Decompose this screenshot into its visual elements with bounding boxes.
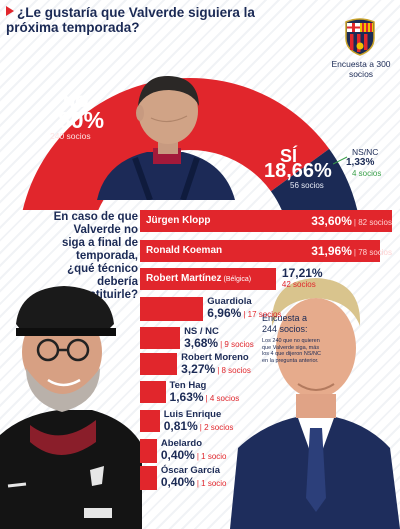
bar-count-3: | 17 socios	[243, 310, 282, 319]
si-count: 56 socios	[290, 181, 324, 190]
bar-value-2: 17,21%	[282, 266, 323, 280]
bar-value-text-5: 3,27%	[181, 362, 216, 376]
poll1-question: ¿Le gustaría que Valverde siguiera la pr…	[6, 5, 306, 35]
bar-name-extra-2: (Bélgica)	[221, 276, 252, 283]
nsnc-count: 4 socios	[352, 169, 382, 178]
bar-value-text-1: 31,96%	[311, 244, 352, 258]
bar-0	[140, 210, 392, 232]
bar-value-1: 31,96% | 78 socios	[311, 244, 392, 258]
bar-3	[140, 297, 204, 321]
no-count: 240 socios	[50, 131, 91, 141]
bar-name-text-8: Abelardo	[160, 438, 203, 449]
bar-5	[140, 353, 178, 375]
bar-value-text-6: 1,63%	[169, 390, 204, 404]
no-label: NO	[63, 92, 89, 111]
bar-count-0: | 82 socios	[353, 218, 392, 227]
bar-name-8: Abelardo	[161, 438, 202, 449]
bar-name-text-3: Guardiola	[207, 296, 252, 307]
bar-value-text-0: 33,60%	[311, 214, 352, 228]
bar-value-4: 3,68% | 9 socios	[184, 336, 254, 350]
bar-name-4: NS / NC	[184, 326, 219, 337]
bar-count-1: | 78 socios	[353, 248, 392, 257]
bar-9	[140, 466, 157, 490]
nsnc-leader-line	[333, 156, 348, 165]
bar-name-text-0: Jürgen Klopp	[146, 215, 211, 226]
bar-value-text-4: 3,68%	[184, 336, 219, 350]
bar-count-4: | 9 socios	[220, 340, 254, 349]
bar-name-text-7: Luis Enrique	[163, 409, 222, 420]
coach-bar-chart: Jürgen Klopp 33,60% | 82 socios Ronald Koem…	[140, 210, 400, 529]
arrow-icon	[6, 6, 14, 16]
bar-value-text-7: 0,81%	[163, 419, 198, 433]
bar-6	[140, 381, 166, 403]
donut-slice-si	[270, 148, 358, 210]
valverde-photo	[97, 75, 235, 200]
poll1-survey-note: Encuesta a 300 socios	[331, 59, 391, 79]
klopp-photo	[0, 286, 142, 529]
bar-name-text-2: Robert Martínez	[146, 273, 222, 284]
bar-name-9: Óscar García	[161, 465, 220, 476]
bar-name-5: Robert Moreno	[181, 352, 249, 363]
bar-name-text-9: Óscar García	[160, 465, 220, 476]
bar-value-7: 0,81% | 2 socios	[164, 419, 234, 433]
poll2-survey-box: Encuesta a 244 socios: Los 240 que no qu…	[262, 313, 322, 364]
poll2-question: En caso de que Valverde no siga a final …	[53, 211, 138, 301]
bar-name-3: Guardiola	[207, 296, 251, 307]
bar-count-6: | 4 socios	[205, 394, 240, 403]
bar-name-text-1: Ronald Koeman	[146, 245, 223, 256]
bar-count-9: | 1 socio	[196, 479, 227, 488]
bar-count-7: | 2 socios	[199, 423, 234, 432]
bar-4	[140, 327, 181, 349]
bar-name-6: Ten Hag	[170, 380, 207, 391]
si-label: SÍ	[280, 146, 298, 166]
bar-name-text-4: NS / NC	[184, 326, 219, 337]
bar-8	[140, 439, 157, 463]
si-percentage: 18,66%	[264, 160, 332, 182]
fc-barcelona-crest-icon	[345, 18, 375, 56]
bar-count-8: | 1 socio	[196, 452, 227, 461]
bar-name-2: Robert Martínez (Bélgica)	[146, 273, 251, 284]
bar-value-3: 6,96% | 17 socios	[207, 306, 281, 320]
bar-value-text-2: 17,21%	[281, 266, 323, 280]
poll1-question-text: ¿Le gustaría que Valverde siguiera la pr…	[6, 5, 255, 35]
bar-2	[140, 268, 276, 290]
bar-value-0: 33,60% | 82 socios	[311, 214, 392, 228]
bar-value-8: 0,40% | 1 socio	[161, 448, 227, 462]
bar-7	[140, 410, 160, 432]
poll2-survey-title: Encuesta a 244 socios:	[262, 313, 308, 334]
bar-value-text-3: 6,96%	[207, 306, 242, 320]
bar-value-text-9: 0,40%	[160, 475, 195, 489]
bar-name-1: Ronald Koeman	[146, 245, 222, 256]
bar-value-5: 3,27% | 8 socios	[181, 362, 251, 376]
bar-count-2: 42 socios	[281, 280, 316, 289]
bar-value-9: 0,40% | 1 socio	[161, 475, 227, 489]
bar-name-text-6: Ten Hag	[169, 380, 207, 391]
nsnc-label: NS/NC	[352, 147, 379, 157]
bar-name-7: Luis Enrique	[164, 409, 222, 420]
bar-count-5: | 8 socios	[217, 366, 251, 375]
bar-1	[140, 240, 381, 262]
bar-value-text-8: 0,40%	[160, 448, 195, 462]
no-percentage: 80%	[58, 107, 105, 133]
bar-name-text-5: Robert Moreno	[181, 352, 249, 363]
poll2-survey-note: Los 240 que no quieren que Valverde siga…	[262, 338, 322, 364]
bar-value-6: 1,63% | 4 socios	[170, 390, 240, 404]
koeman-photo	[230, 278, 400, 529]
bar-name-0: Jürgen Klopp	[146, 215, 210, 226]
nsnc-percentage: 1,33%	[346, 157, 375, 168]
